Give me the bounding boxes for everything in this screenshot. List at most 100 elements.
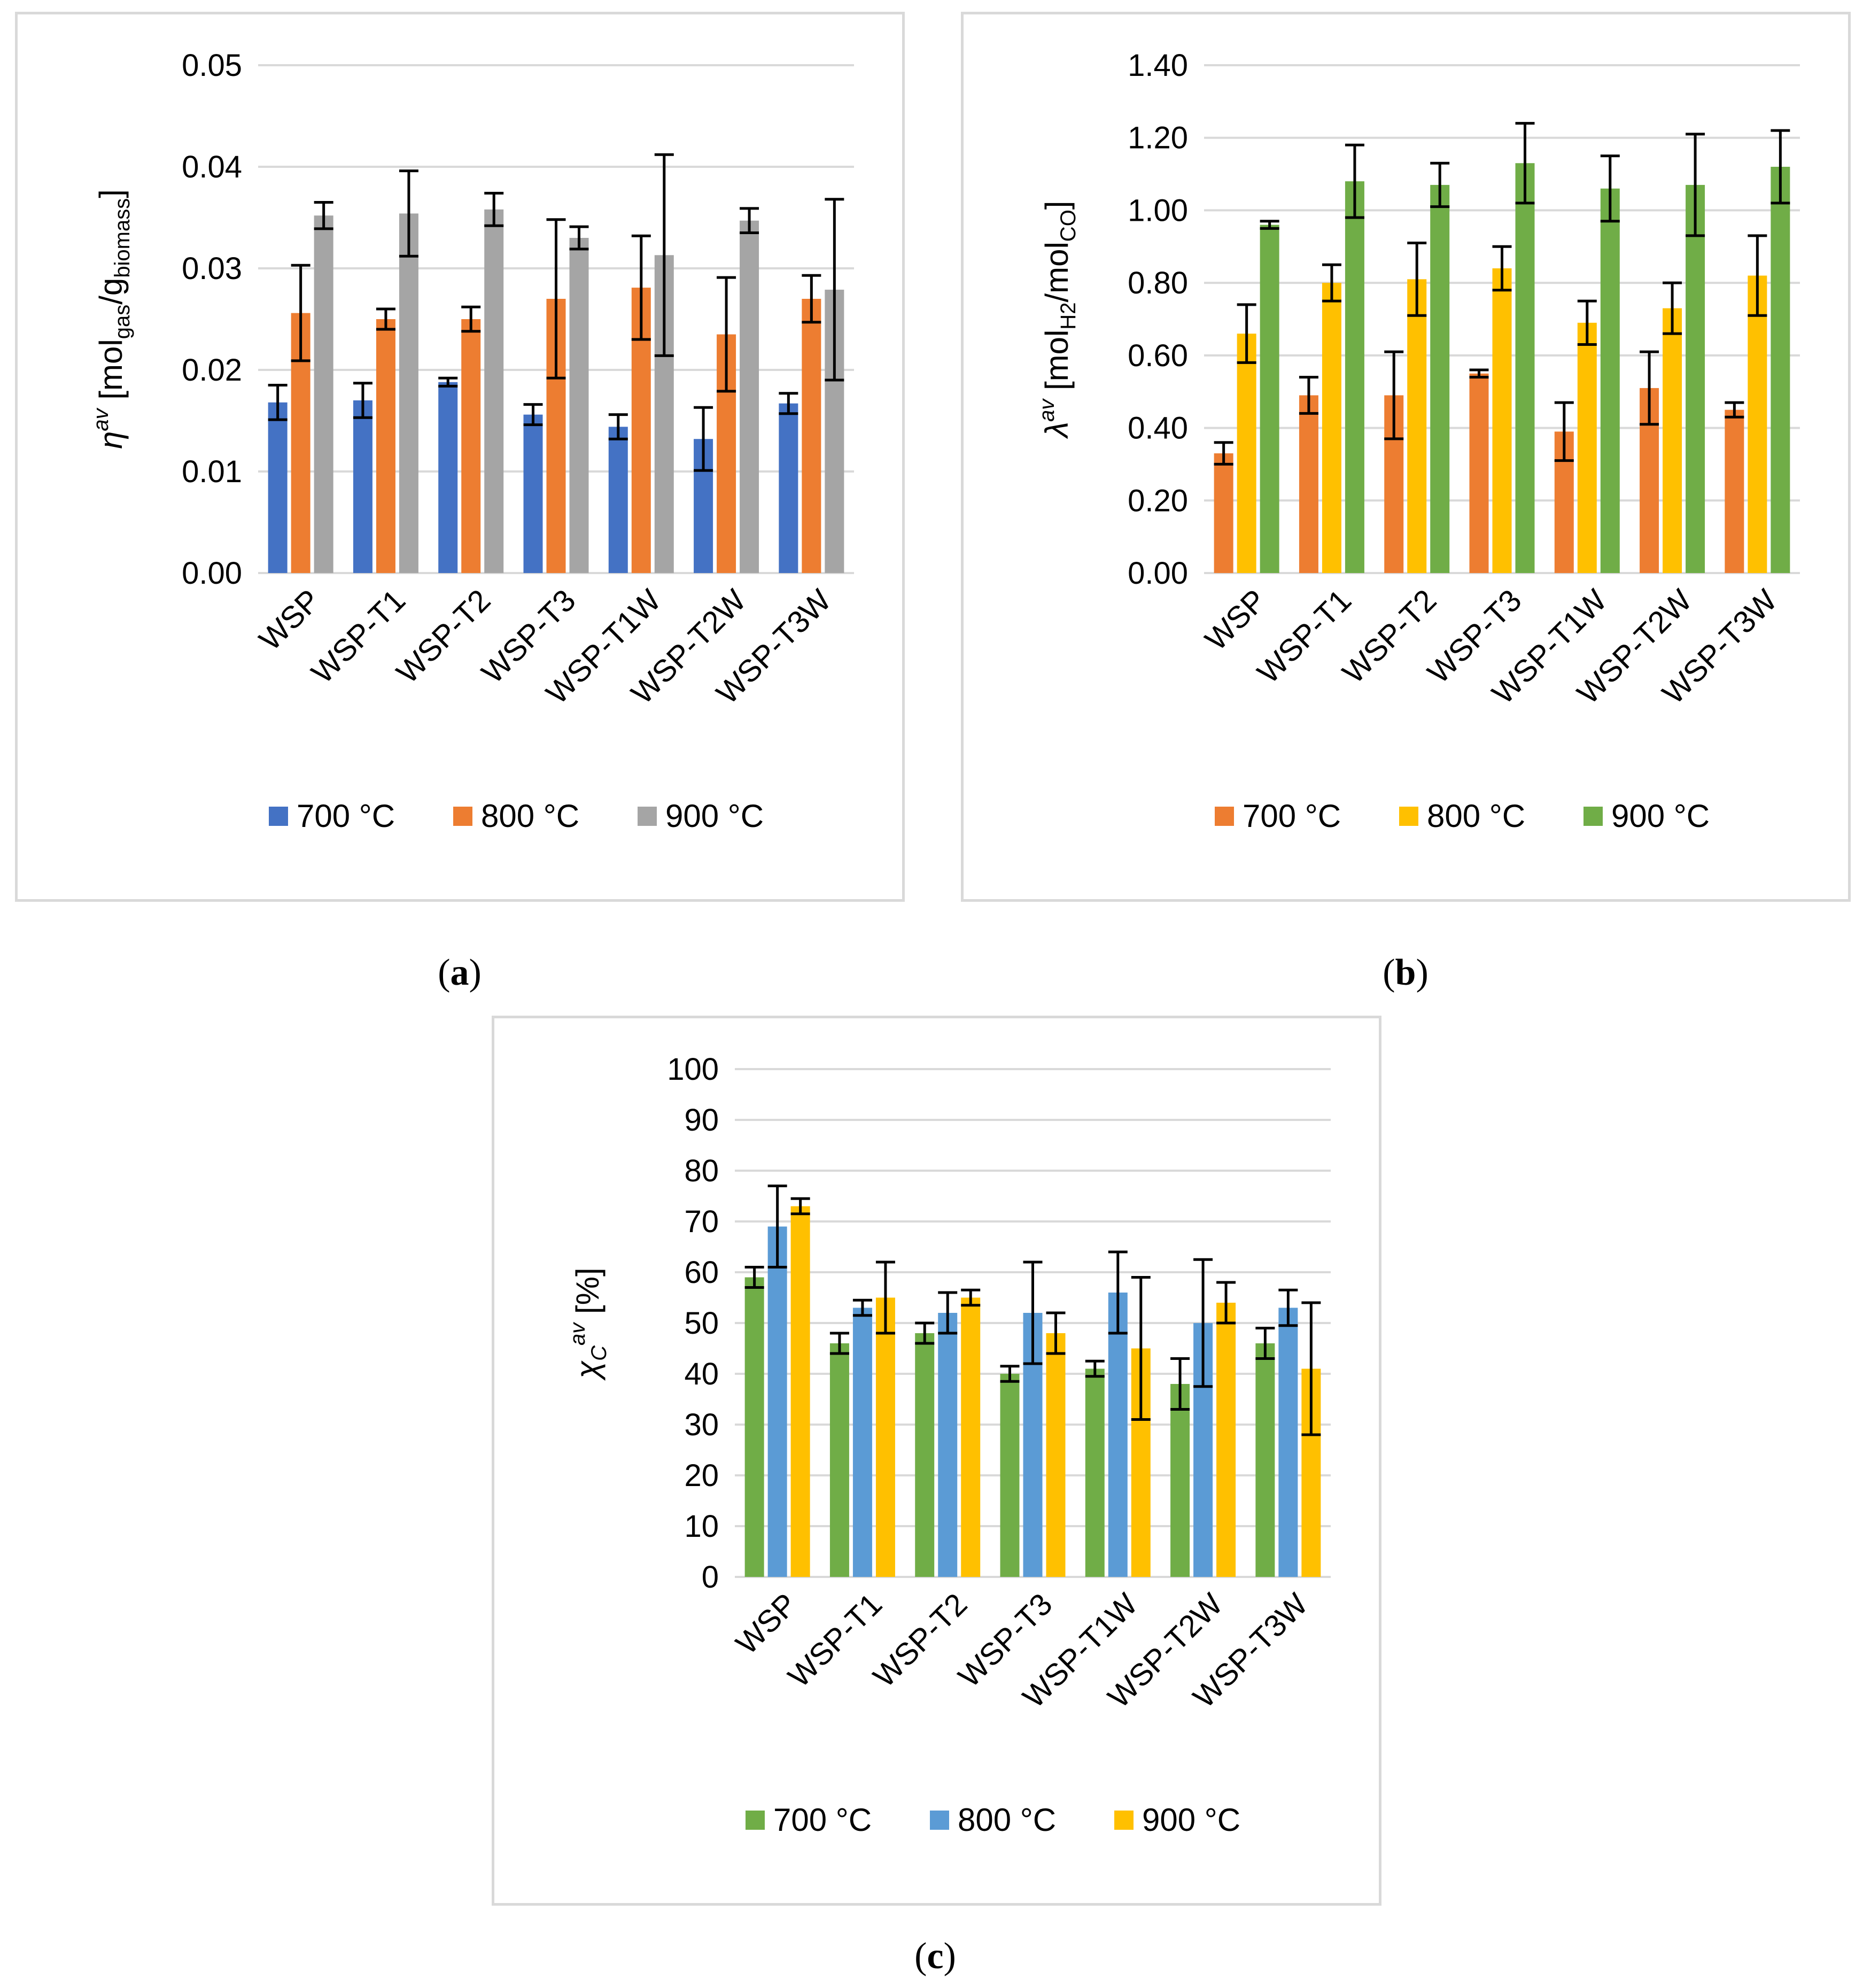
- caption-a: (a): [438, 952, 482, 993]
- x-tick-label: WSP: [252, 583, 327, 657]
- bar-WSP-800 °C: [767, 1226, 787, 1577]
- bar-WSP-T3-700 °C: [1000, 1374, 1020, 1577]
- bar-WSP-T2-800 °C: [461, 319, 481, 573]
- y-tick-label: 60: [684, 1255, 719, 1290]
- y-tick-label: 0: [702, 1560, 719, 1595]
- legend-label: 800 °C: [481, 798, 579, 834]
- bar-WSP-T3-900 °C: [1046, 1333, 1066, 1577]
- chart-b-svg: 0.000.200.400.600.801.001.201.40WSPWSP-T…: [1035, 48, 1800, 834]
- bar-WSP-T1-700 °C: [1299, 395, 1318, 573]
- bar-WSP-T1-700 °C: [353, 400, 372, 573]
- y-tick-label: 1.00: [1128, 193, 1188, 228]
- bar-WSP-T2-900 °C: [961, 1297, 981, 1577]
- bar-WSP-T3W-800 °C: [1278, 1308, 1298, 1577]
- bar-WSP-T1-800 °C: [852, 1308, 872, 1577]
- y-tick-label: 50: [684, 1306, 719, 1341]
- y-tick-label: 1.40: [1128, 48, 1188, 83]
- y-tick-label: 0.05: [182, 48, 242, 83]
- bar-WSP-900 °C: [1260, 225, 1279, 574]
- legend-label: 700 °C: [1243, 798, 1341, 834]
- bar-WSP-T2-900 °C: [484, 209, 504, 573]
- bar-WSP-T3-800 °C: [1492, 268, 1512, 573]
- caption-c: (c): [914, 1936, 956, 1977]
- y-tick-label: 1.20: [1128, 121, 1188, 156]
- bar-WSP-T3-900 °C: [1515, 163, 1535, 573]
- bar-WSP-700 °C: [1214, 453, 1233, 573]
- chart-c-svg: 0102030405060708090100WSPWSP-T1WSP-T2WSP…: [566, 1052, 1331, 1838]
- legend-label: 900 °C: [665, 798, 764, 834]
- bar-WSP-T1W-700 °C: [1085, 1368, 1105, 1577]
- y-tick-label: 40: [684, 1357, 719, 1391]
- legend-label: 900 °C: [1142, 1802, 1240, 1838]
- y-tick-label: 90: [684, 1103, 719, 1138]
- bar-WSP-T1-900 °C: [1345, 181, 1364, 574]
- legend-swatch: [1583, 807, 1603, 826]
- bar-WSP-T3W-700 °C: [1255, 1343, 1275, 1577]
- bar-WSP-900 °C: [790, 1206, 810, 1577]
- y-tick-label: 0.03: [182, 251, 242, 286]
- bar-WSP-700 °C: [744, 1277, 764, 1577]
- legend-swatch: [1114, 1811, 1134, 1830]
- y-tick-label: 0.80: [1128, 266, 1188, 300]
- y-tick-label: 0.00: [1128, 556, 1188, 591]
- x-tick-label: WSP-T1: [305, 583, 412, 690]
- y-tick-label: 0.60: [1128, 338, 1188, 373]
- y-tick-label: 100: [667, 1052, 719, 1087]
- bar-WSP-T1W-800 °C: [1108, 1293, 1128, 1577]
- bar-WSP-T1-800 °C: [376, 319, 395, 573]
- bar-WSP-T3W-700 °C: [1725, 409, 1744, 573]
- x-tick-label: WSP-T2: [867, 1587, 974, 1694]
- bar-WSP-T3W-700 °C: [779, 403, 798, 573]
- y-tick-label: 0.01: [182, 454, 242, 489]
- bar-WSP-900 °C: [314, 215, 333, 573]
- legend-swatch: [638, 807, 657, 826]
- x-tick-label: WSP-T2: [390, 583, 497, 690]
- bar-WSP-T1-800 °C: [1322, 283, 1341, 573]
- bar-WSP-T2-800 °C: [1407, 279, 1427, 573]
- legend-label: 800 °C: [1427, 798, 1525, 834]
- y-axis-title: χCav [%]: [566, 1267, 611, 1381]
- legend-label: 700 °C: [773, 1802, 872, 1838]
- bar-WSP-T3W-800 °C: [802, 299, 821, 573]
- legend-swatch: [1215, 807, 1234, 826]
- legend-swatch: [746, 1811, 765, 1830]
- y-tick-label: 70: [684, 1204, 719, 1239]
- y-tick-label: 0.40: [1128, 411, 1188, 446]
- bar-WSP-T3-700 °C: [1469, 373, 1489, 573]
- bar-WSP-T1W-700 °C: [608, 427, 628, 573]
- y-tick-label: 10: [684, 1509, 719, 1544]
- bar-WSP-700 °C: [268, 402, 288, 573]
- y-tick-label: 80: [684, 1154, 719, 1188]
- y-tick-label: 30: [684, 1407, 719, 1442]
- caption-b: (b): [1383, 952, 1429, 993]
- bar-WSP-T2W-700 °C: [1170, 1384, 1190, 1577]
- bar-WSP-T3W-800 °C: [1748, 275, 1767, 573]
- bar-WSP-T2-900 °C: [1430, 184, 1450, 573]
- bar-WSP-800 °C: [1237, 334, 1256, 573]
- x-tick-label: WSP-T1: [1251, 583, 1358, 690]
- legend-label: 800 °C: [958, 1802, 1056, 1838]
- legend-label: 700 °C: [297, 798, 395, 834]
- bar-WSP-T3-700 °C: [523, 414, 543, 573]
- bar-WSP-T2W-900 °C: [1216, 1303, 1236, 1577]
- bar-WSP-T2W-900 °C: [740, 220, 759, 573]
- bar-WSP-T2W-800 °C: [1663, 308, 1682, 573]
- legend-swatch: [930, 1811, 949, 1830]
- y-tick-label: 0.02: [182, 353, 242, 388]
- x-tick-label: WSP: [1198, 583, 1272, 657]
- y-tick-label: 0.04: [182, 150, 242, 184]
- bar-WSP-T1-900 °C: [875, 1297, 895, 1577]
- bar-WSP-T1-900 °C: [399, 213, 418, 573]
- chart-a-svg: 0.000.010.020.030.040.05WSPWSP-T1WSP-T2W…: [89, 48, 854, 834]
- bar-WSP-T1W-800 °C: [1577, 322, 1597, 573]
- y-axis-title: ηav [molgas/gbiomass]: [89, 189, 134, 449]
- y-axis-title: λav [molH2/molCO]: [1035, 201, 1080, 439]
- bar-WSP-T2-700 °C: [438, 382, 458, 573]
- x-tick-label: WSP-T2: [1336, 583, 1443, 690]
- chart-panel-b: 0.00 0.20 0.40 0.60 0.80 1.00 1.20 1.40 WSP WSP-T…: [961, 12, 1851, 902]
- bar-WSP-T3W-900 °C: [1771, 167, 1790, 573]
- bar-WSP-T3-900 °C: [569, 238, 589, 573]
- legend-swatch: [269, 807, 288, 826]
- bar-WSP-T1-700 °C: [829, 1343, 849, 1577]
- bar-WSP-T2-700 °C: [915, 1333, 935, 1577]
